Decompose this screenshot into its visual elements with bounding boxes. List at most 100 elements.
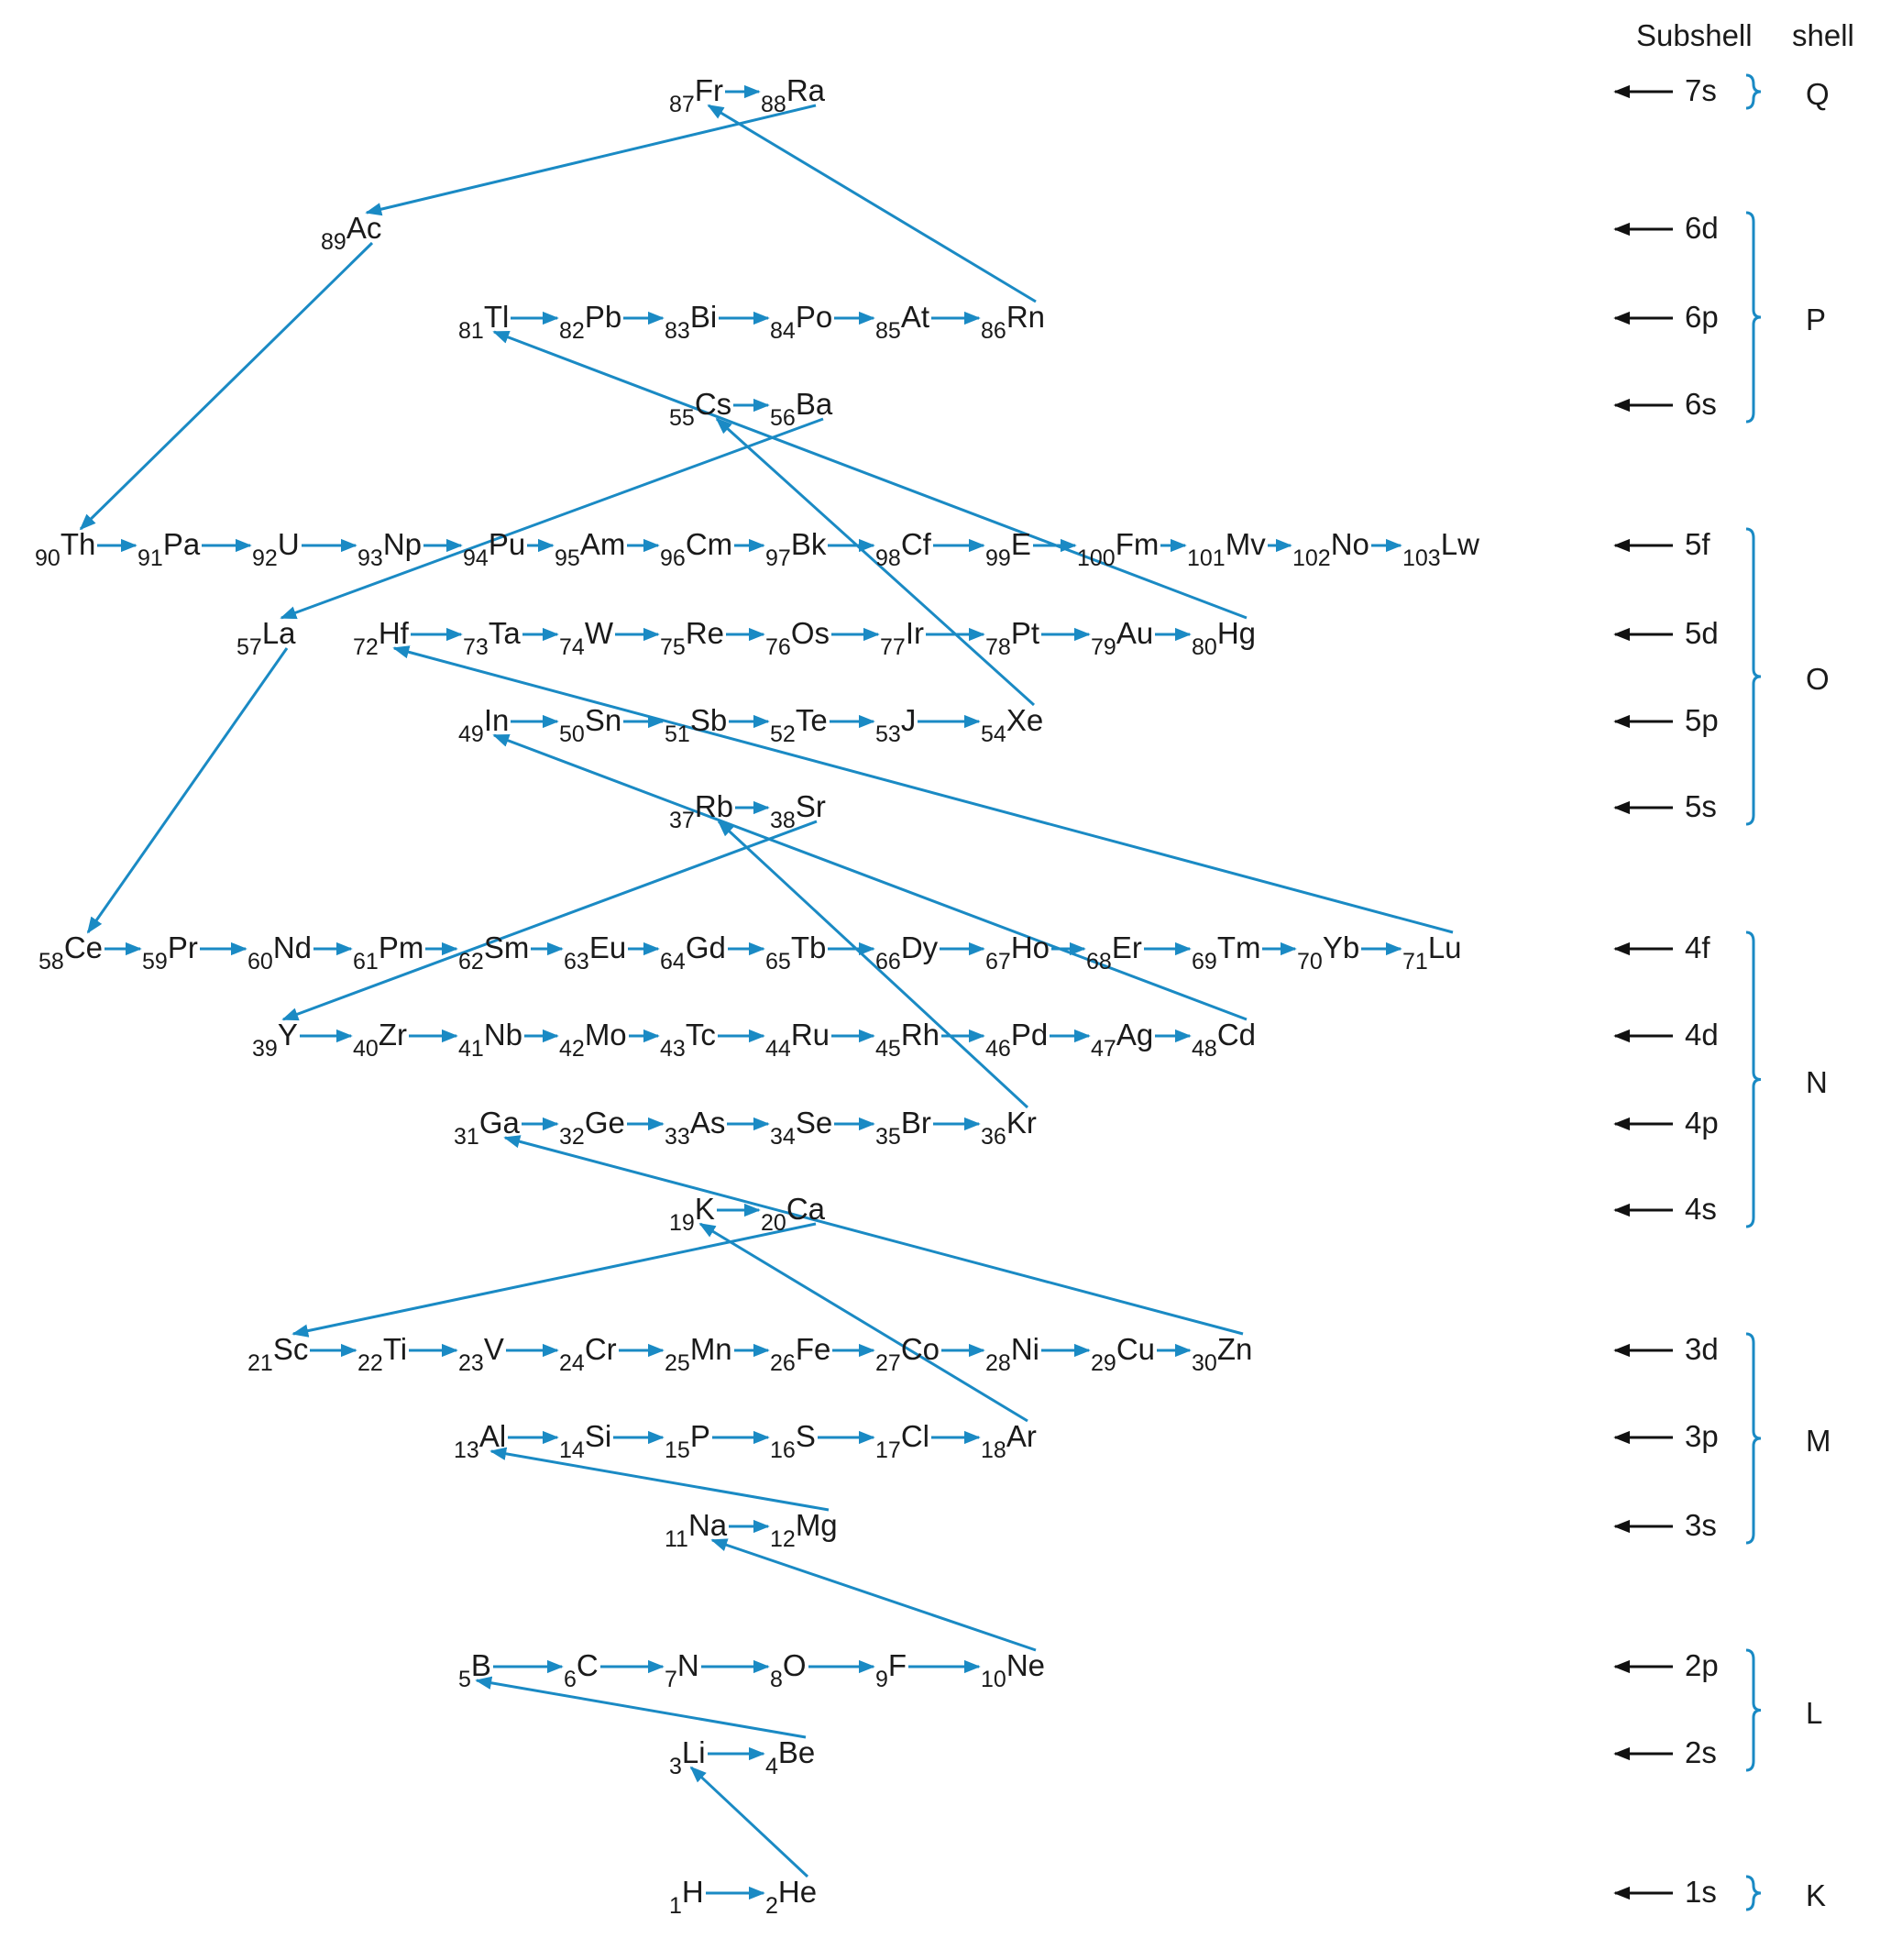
- subshell-label: 3s: [1685, 1508, 1717, 1542]
- filling-arrow: [489, 1447, 830, 1512]
- atomic-number: 22: [357, 1350, 383, 1376]
- shell-label: Q: [1806, 77, 1830, 111]
- atomic-number: 8: [770, 1667, 783, 1692]
- atomic-number: 1: [669, 1893, 682, 1919]
- element-symbol: Nd: [272, 930, 312, 964]
- element-symbol: Mg: [795, 1508, 838, 1542]
- element-symbol: Mo: [584, 1018, 627, 1052]
- atomic-number: 72: [353, 634, 379, 660]
- atomic-number: 63: [564, 949, 589, 974]
- element-symbol: Cu: [1116, 1332, 1155, 1366]
- shell-brace: [1745, 527, 1762, 826]
- atomic-number: 30: [1192, 1350, 1217, 1376]
- atomic-number: 64: [660, 949, 686, 974]
- element-symbol: Ra: [786, 73, 825, 107]
- element-np: 93Np: [357, 529, 422, 570]
- subshell-label: 5p: [1685, 703, 1719, 737]
- atomic-number: 59: [142, 949, 168, 974]
- element-e: 99E: [985, 527, 1031, 570]
- element-no: 102No: [1292, 529, 1369, 570]
- element-symbol: Po: [795, 300, 833, 334]
- element-symbol: Ga: [478, 1106, 520, 1140]
- element-rb: 37Rb: [669, 791, 733, 832]
- element-symbol: Cs: [694, 387, 732, 421]
- element-symbol: J: [900, 703, 917, 737]
- atomic-number: 7: [665, 1667, 677, 1692]
- element-symbol: Mv: [1225, 527, 1266, 561]
- element-symbol: Y: [277, 1018, 298, 1052]
- atomic-number: 28: [985, 1350, 1011, 1376]
- subshell-label: 4p: [1685, 1106, 1719, 1140]
- element-ti: 22Ti: [357, 1334, 407, 1375]
- element-symbol: Cf: [900, 527, 931, 561]
- atomic-number: 96: [660, 545, 686, 571]
- atomic-number: 61: [353, 949, 379, 974]
- atomic-number: 24: [559, 1350, 585, 1376]
- element-symbol: Hg: [1216, 616, 1256, 650]
- element-symbol: Pd: [1010, 1018, 1049, 1052]
- element-symbol: Be: [777, 1735, 816, 1769]
- element-te: 52Te: [770, 705, 828, 746]
- element-symbol: Cr: [584, 1332, 617, 1366]
- element-at: 85At: [875, 302, 929, 343]
- atomic-number: 21: [247, 1350, 273, 1376]
- element-o: 8O: [770, 1650, 807, 1691]
- atomic-number: 66: [875, 949, 901, 974]
- element-re: 75Re: [660, 618, 724, 659]
- element-symbol: K: [694, 1192, 715, 1226]
- element-pa: 91Pa: [137, 529, 200, 570]
- element-symbol: Mn: [689, 1332, 732, 1366]
- shell-brace: [1745, 1648, 1762, 1772]
- element-c: 6C: [564, 1650, 599, 1691]
- element-pd: 46Pd: [985, 1018, 1049, 1061]
- element-ge: 32Ge: [559, 1107, 625, 1149]
- element-symbol: Tl: [483, 300, 510, 334]
- element-symbol: Sc: [272, 1332, 309, 1366]
- element-am: 95Am: [555, 529, 625, 570]
- shell-label: M: [1806, 1424, 1831, 1458]
- element-be: 4Be: [765, 1735, 816, 1778]
- element-symbol: Pu: [488, 527, 526, 561]
- element-symbol: Fe: [795, 1332, 831, 1366]
- element-tm: 69Tm: [1192, 932, 1260, 974]
- element-pt: 78Pt: [985, 618, 1039, 659]
- element-symbol: H: [681, 1875, 704, 1909]
- shell-brace: [1745, 73, 1762, 110]
- atomic-number: 81: [458, 318, 484, 344]
- atomic-number: 4: [765, 1754, 778, 1779]
- atomic-number: 25: [665, 1350, 690, 1376]
- element-symbol: E: [1010, 527, 1031, 561]
- subshell-label: 2s: [1685, 1735, 1717, 1769]
- element-ca: 20Ca: [761, 1194, 825, 1235]
- element-symbol: Sr: [795, 789, 826, 823]
- element-symbol: Al: [478, 1419, 507, 1453]
- element-kr: 36Kr: [981, 1107, 1037, 1149]
- element-symbol: Cl: [900, 1419, 929, 1453]
- element-symbol: Au: [1116, 616, 1154, 650]
- atomic-number: 78: [985, 634, 1011, 660]
- atomic-number: 36: [981, 1124, 1006, 1150]
- element-au: 79Au: [1091, 616, 1154, 659]
- filling-arrow: [707, 104, 1037, 303]
- atomic-number: 57: [236, 634, 262, 660]
- shell-brace: [1745, 1332, 1762, 1545]
- atomic-number: 67: [985, 949, 1011, 974]
- atomic-number: 85: [875, 318, 901, 344]
- atomic-number: 74: [559, 634, 585, 660]
- subshell-label: 5f: [1685, 527, 1710, 561]
- element-lu: 71Lu: [1402, 932, 1462, 974]
- filling-arrow: [503, 1135, 1244, 1336]
- atomic-number: 93: [357, 545, 383, 571]
- element-cl: 17Cl: [875, 1419, 929, 1462]
- atomic-number: 79: [1091, 634, 1116, 660]
- element-symbol: Se: [795, 1106, 833, 1140]
- element-symbol: Ta: [488, 616, 521, 650]
- element-symbol: Pm: [378, 930, 424, 964]
- element-ar: 18Ar: [981, 1421, 1037, 1462]
- atomic-number: 51: [665, 721, 690, 747]
- element-hg: 80Hg: [1192, 616, 1256, 659]
- element-symbol: Li: [681, 1735, 706, 1769]
- atomic-number: 48: [1192, 1036, 1217, 1062]
